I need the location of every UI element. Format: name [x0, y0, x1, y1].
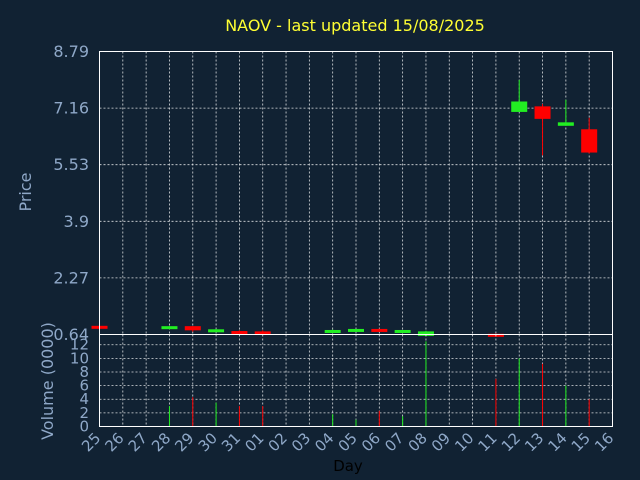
- price-tick-label: 8.79: [53, 42, 89, 61]
- volume-tick-label: 2: [79, 404, 89, 422]
- price-axis-label: Price: [16, 172, 35, 211]
- candle-up: [161, 326, 178, 330]
- x-tick-label: 08: [405, 429, 431, 455]
- price-tick-labels: 8.79 7.16 5.53 3.9 2.27 0.64: [53, 42, 89, 344]
- volume-bars: [168, 341, 590, 427]
- candle-up: [394, 329, 411, 333]
- candle-down: [581, 129, 598, 153]
- x-tick-label: 29: [171, 429, 197, 455]
- x-tick-label: 03: [288, 429, 314, 455]
- candle-up: [324, 329, 341, 333]
- x-tick-labels: 2526272829303101020304050607080910111213…: [78, 429, 617, 455]
- candle-down: [371, 328, 388, 332]
- x-tick-label: 26: [101, 429, 127, 455]
- x-tick-label: 10: [451, 429, 477, 455]
- price-tick-label: 7.16: [53, 99, 89, 118]
- volume-tick-label: 4: [79, 390, 89, 408]
- x-tick-label: 12: [498, 429, 524, 455]
- x-tick-label: 05: [335, 429, 361, 455]
- volume-tick-label: 0: [79, 418, 89, 436]
- x-tick-label: 09: [428, 429, 454, 455]
- candle-up: [557, 122, 574, 126]
- x-tick-label: 30: [195, 429, 221, 455]
- price-tick-label: 3.9: [64, 212, 89, 231]
- volume-tick-label: 12: [70, 336, 89, 354]
- x-tick-label: 02: [265, 429, 291, 455]
- x-tick-label: 01: [241, 429, 267, 455]
- x-tick-label: 07: [381, 429, 407, 455]
- x-tick-label: 14: [544, 429, 570, 455]
- price-tick-label: 2.27: [53, 268, 89, 287]
- x-tick-label: 16: [591, 429, 617, 455]
- candle-up: [511, 101, 528, 112]
- candle-down: [534, 106, 551, 119]
- price-tick-label: 0.64: [53, 325, 89, 344]
- x-tick-label: 31: [218, 429, 244, 455]
- x-tick-label: 06: [358, 429, 384, 455]
- volume-grid: [99, 334, 613, 427]
- x-tick-label: 13: [521, 429, 547, 455]
- candle-up: [348, 328, 364, 332]
- price-panel: 8.79 7.16 5.53 3.9 2.27 0.64 Price: [16, 42, 613, 344]
- candles: [91, 79, 598, 337]
- chart-title: NAOV - last updated 15/08/2025: [225, 16, 485, 35]
- volume-axis-label: Volume (0000): [38, 322, 57, 440]
- candle-up: [417, 331, 434, 336]
- candle-down: [254, 331, 271, 335]
- price-tick-label: 5.53: [53, 155, 89, 174]
- volume-tick-label: 6: [79, 377, 89, 395]
- x-tick-label: 15: [568, 429, 594, 455]
- price-grid: [99, 51, 613, 335]
- volume-tick-label: 8: [79, 363, 89, 381]
- volume-frame: [99, 334, 613, 427]
- volume-tick-label: 10: [70, 349, 89, 367]
- x-tick-label: 28: [148, 429, 174, 455]
- x-axis-label: Day: [333, 457, 363, 475]
- candle-down: [184, 326, 201, 331]
- x-tick-label: 27: [125, 429, 151, 455]
- x-tick-label: 11: [475, 429, 501, 455]
- candle-up: [208, 329, 225, 333]
- candle-down: [231, 331, 248, 335]
- x-tick-label: 04: [311, 429, 337, 455]
